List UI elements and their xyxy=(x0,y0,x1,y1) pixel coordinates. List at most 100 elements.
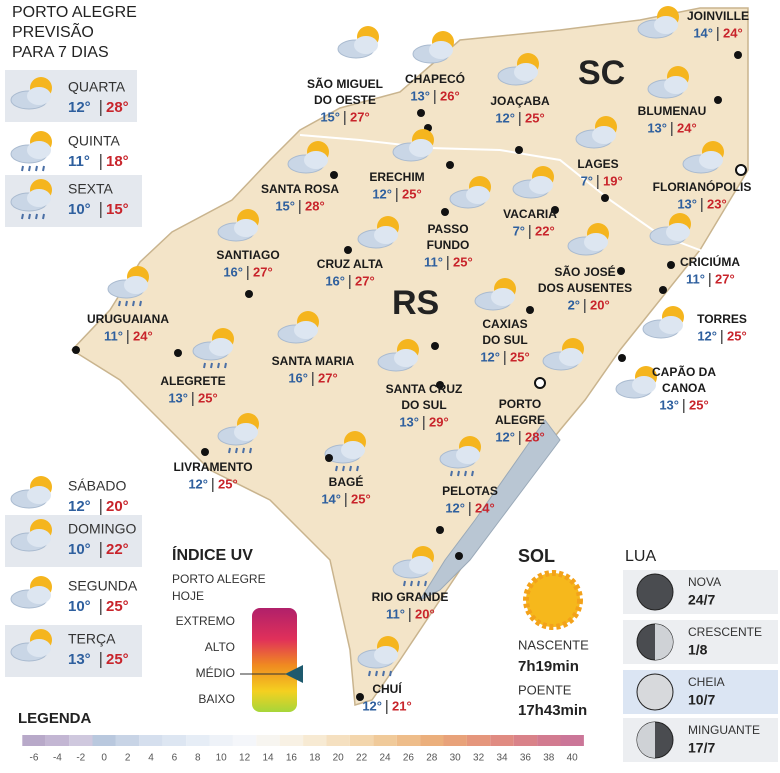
icon-cloud xyxy=(666,223,690,241)
city-name: CAPÃO DA xyxy=(652,364,716,379)
icon-rain xyxy=(356,465,359,472)
city-name: DO SUL xyxy=(482,333,527,347)
city-name: DO OESTE xyxy=(314,93,376,107)
weather-icon xyxy=(217,209,259,242)
temp-separator xyxy=(312,372,314,386)
legend-swatch xyxy=(443,735,467,746)
icon-rain xyxy=(249,447,252,454)
city-name: SÃO JOSÉ xyxy=(554,264,615,279)
weather-icon xyxy=(10,629,52,662)
legend-tick: 18 xyxy=(309,753,321,764)
temp-max: 24° xyxy=(133,328,153,343)
temp-min: 16° xyxy=(223,264,243,279)
temp-min: 13° xyxy=(68,651,91,668)
temp-separator xyxy=(100,100,102,116)
city-name: LAGES xyxy=(577,157,618,171)
legend-swatch xyxy=(256,735,280,746)
weather-icon xyxy=(357,636,399,677)
city-marker xyxy=(436,526,444,534)
weather-icon xyxy=(512,166,554,199)
icon-cloud xyxy=(374,646,398,664)
moon-phase: MINGUANTE xyxy=(688,723,760,737)
legend-swatch xyxy=(326,735,350,746)
icon-rain xyxy=(224,362,227,369)
temp-separator xyxy=(100,499,102,515)
state-border xyxy=(299,134,706,253)
city-marker xyxy=(441,208,449,216)
icon-rain xyxy=(403,580,406,587)
temp-separator xyxy=(597,175,599,189)
icon-rain xyxy=(335,465,338,472)
temp-min: 16° xyxy=(325,273,345,288)
weather-icon xyxy=(337,26,379,59)
temp-min: 12° xyxy=(68,99,91,116)
region-label: RS xyxy=(392,284,439,322)
temp-separator xyxy=(100,542,102,558)
icon-rain xyxy=(217,362,220,369)
legend-tick: 6 xyxy=(172,753,178,764)
city-marker xyxy=(515,146,523,154)
icon-rain xyxy=(450,470,453,477)
legend-swatch xyxy=(420,735,444,746)
icon-cloud xyxy=(341,441,365,459)
icon-rain xyxy=(424,580,427,587)
weather-icon xyxy=(10,77,52,110)
weather-icon xyxy=(287,141,329,174)
title: PREVISÃO xyxy=(12,21,94,41)
temp-separator xyxy=(717,27,719,41)
city-name: ERECHIM xyxy=(369,170,424,184)
city-name: SANTIAGO xyxy=(216,248,279,262)
icon-rain xyxy=(42,165,45,172)
sun-label: NASCENTE xyxy=(518,637,589,652)
moon-phase: NOVA xyxy=(688,575,721,589)
moon-phase: CHEIA xyxy=(688,675,725,689)
uv-level: ALTO xyxy=(205,640,235,654)
legend-swatch xyxy=(560,735,584,746)
temp-separator xyxy=(671,122,673,136)
icon-rain xyxy=(457,470,460,477)
city-marker xyxy=(601,194,609,202)
sun-title: SOL xyxy=(518,546,555,566)
temp-separator xyxy=(504,351,506,365)
legend-tick: 28 xyxy=(426,753,438,764)
city-name: SANTA CRUZ xyxy=(386,382,463,396)
temp-min: 12° xyxy=(68,498,91,515)
temp-min: 7° xyxy=(513,223,525,238)
temp-max: 27° xyxy=(350,109,370,124)
temp-max: 25° xyxy=(218,476,238,491)
temp-max: 25° xyxy=(106,651,129,668)
temp-separator xyxy=(701,198,703,212)
legend-swatch xyxy=(466,735,491,746)
city-name: PORTO xyxy=(499,397,541,411)
icon-rain xyxy=(28,165,31,172)
day-name: TERÇA xyxy=(68,631,116,647)
city-name: VACARIA xyxy=(503,207,557,221)
capital-marker xyxy=(735,164,747,176)
icon-cloud xyxy=(429,41,453,59)
temp-separator xyxy=(409,608,411,622)
legend-tick: 16 xyxy=(286,753,298,764)
temp-min: 12° xyxy=(445,500,465,515)
city-name: DOS AUSENTES xyxy=(538,281,632,295)
legend-title: LEGENDA xyxy=(18,710,92,727)
moon-date: 17/7 xyxy=(688,740,715,756)
legend-swatch xyxy=(69,735,93,746)
temp-max: 25° xyxy=(351,491,371,506)
icon-rain xyxy=(368,670,371,677)
uv-level: MÉDIO xyxy=(196,665,235,680)
city-name: URUGUAIANA xyxy=(87,312,169,326)
city-marker xyxy=(325,454,333,462)
city-marker xyxy=(344,246,352,254)
temp-max: 20° xyxy=(106,498,129,515)
weather-icon xyxy=(615,366,657,399)
icon-cloud xyxy=(374,226,398,244)
icon-cloud xyxy=(294,321,318,339)
legend-swatch xyxy=(45,735,70,746)
weather-icon xyxy=(10,519,52,552)
city-marker xyxy=(174,349,182,357)
city-name: BLUMENAU xyxy=(638,104,707,118)
temp-separator xyxy=(349,275,351,289)
city-name: CAXIAS xyxy=(482,317,527,331)
icon-rain xyxy=(42,213,45,220)
legend-tick: 34 xyxy=(496,753,508,764)
